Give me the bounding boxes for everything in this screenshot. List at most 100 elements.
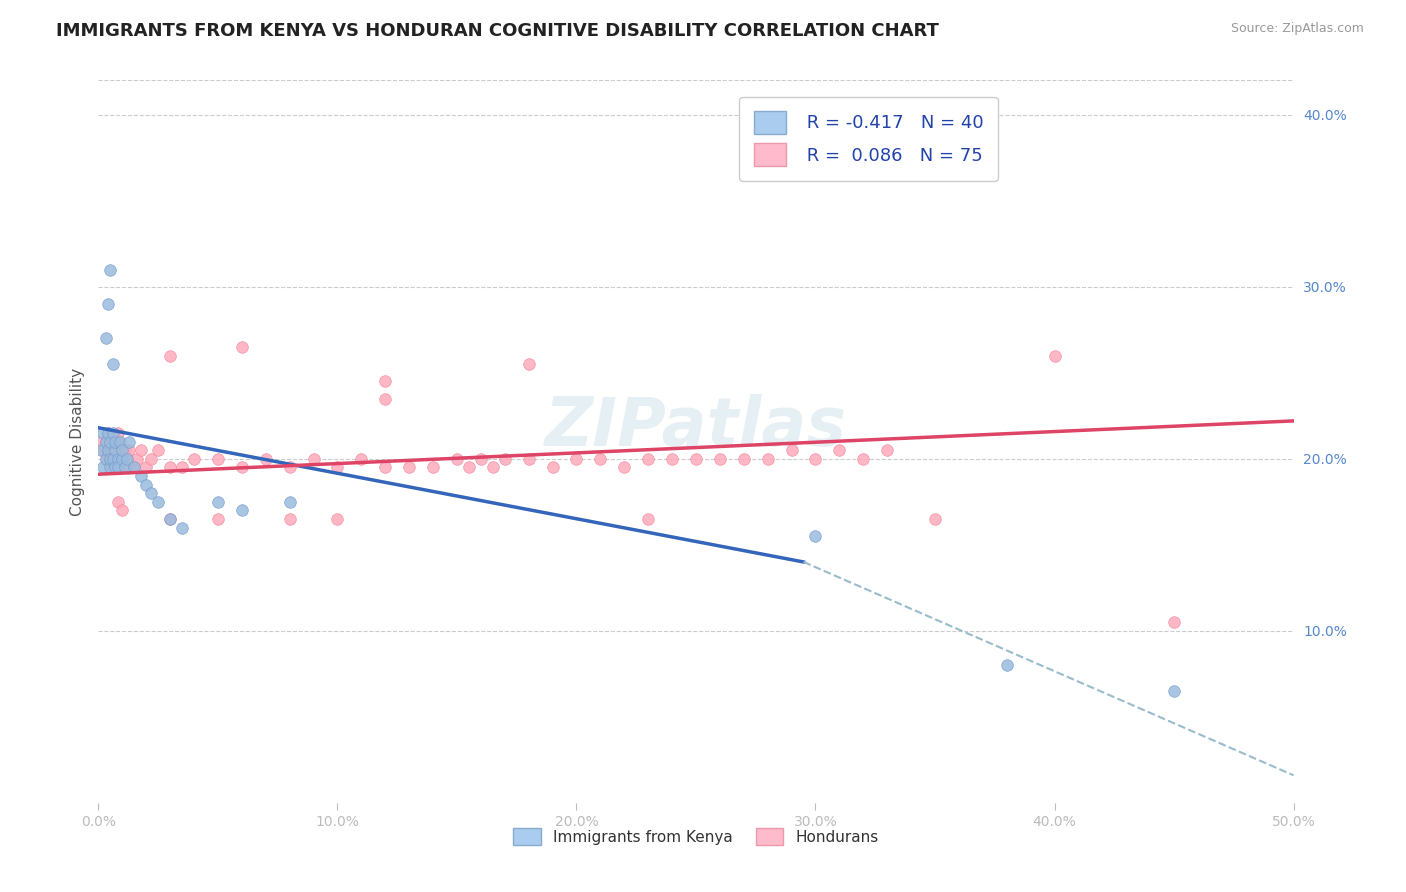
Point <box>101 357 124 371</box>
Point <box>111 443 134 458</box>
Point <box>159 349 181 363</box>
Point <box>90 434 112 449</box>
Point <box>565 451 588 466</box>
Point <box>1163 684 1185 698</box>
Point <box>350 451 373 466</box>
Point <box>541 460 564 475</box>
Point <box>94 451 117 466</box>
Point <box>104 434 127 449</box>
Point <box>1163 615 1185 630</box>
Point <box>589 451 612 466</box>
Point <box>278 494 301 508</box>
Point <box>118 443 141 458</box>
Point <box>124 460 146 475</box>
Point <box>398 460 420 475</box>
Point <box>852 451 875 466</box>
Point <box>756 451 779 466</box>
Point <box>107 451 129 466</box>
Y-axis label: Cognitive Disability: Cognitive Disability <box>69 368 84 516</box>
Point <box>637 451 659 466</box>
Point <box>637 512 659 526</box>
Point <box>98 434 122 449</box>
Point <box>114 443 136 458</box>
Point <box>97 425 120 440</box>
Point <box>94 451 117 466</box>
Point <box>98 262 122 277</box>
Point <box>278 512 301 526</box>
Point <box>107 434 129 449</box>
Point <box>101 443 124 458</box>
Point <box>374 460 396 475</box>
Point <box>804 529 827 543</box>
Point <box>876 443 898 458</box>
Point <box>125 451 148 466</box>
Text: Source: ZipAtlas.com: Source: ZipAtlas.com <box>1230 22 1364 36</box>
Point <box>98 434 122 449</box>
Point <box>111 503 134 517</box>
Point <box>207 451 229 466</box>
Point <box>101 451 124 466</box>
Point <box>131 469 153 483</box>
Point <box>159 512 181 526</box>
Text: ZIPatlas: ZIPatlas <box>546 394 846 460</box>
Point <box>517 357 540 371</box>
Point <box>90 443 112 458</box>
Point <box>172 460 194 475</box>
Point <box>111 451 134 466</box>
Point <box>207 494 229 508</box>
Point <box>97 425 120 440</box>
Point <box>661 451 683 466</box>
Point <box>139 486 162 500</box>
Point <box>108 434 131 449</box>
Point <box>446 451 468 466</box>
Point <box>94 331 117 345</box>
Point <box>470 451 492 466</box>
Point <box>278 460 301 475</box>
Point <box>107 460 129 475</box>
Point <box>148 443 170 458</box>
Point <box>111 460 134 475</box>
Point <box>108 451 131 466</box>
Point <box>374 392 396 406</box>
Point <box>107 425 129 440</box>
Point <box>101 425 124 440</box>
Point <box>94 434 117 449</box>
Point <box>374 375 396 389</box>
Point <box>481 460 505 475</box>
Point <box>104 460 127 475</box>
Point <box>124 460 146 475</box>
Point <box>172 520 194 534</box>
Point <box>494 451 516 466</box>
Point <box>733 451 755 466</box>
Point <box>302 451 325 466</box>
Point <box>231 340 253 354</box>
Point <box>709 451 731 466</box>
Point <box>104 443 127 458</box>
Point <box>159 512 181 526</box>
Point <box>97 297 120 311</box>
Point <box>613 460 636 475</box>
Point <box>91 460 114 475</box>
Point <box>517 451 540 466</box>
Point <box>135 460 157 475</box>
Point <box>115 451 138 466</box>
Point <box>231 460 253 475</box>
Point <box>231 503 253 517</box>
Point <box>183 451 205 466</box>
Point <box>107 494 129 508</box>
Point <box>207 512 229 526</box>
Point <box>97 443 120 458</box>
Point <box>326 460 349 475</box>
Point <box>91 425 114 440</box>
Point <box>422 460 444 475</box>
Point <box>254 451 277 466</box>
Point <box>326 512 349 526</box>
Point <box>91 443 114 458</box>
Point <box>924 512 946 526</box>
Point <box>995 658 1018 673</box>
Legend: Immigrants from Kenya, Hondurans: Immigrants from Kenya, Hondurans <box>506 820 886 853</box>
Point <box>97 443 120 458</box>
Point <box>131 443 153 458</box>
Point <box>104 451 127 466</box>
Point <box>804 451 827 466</box>
